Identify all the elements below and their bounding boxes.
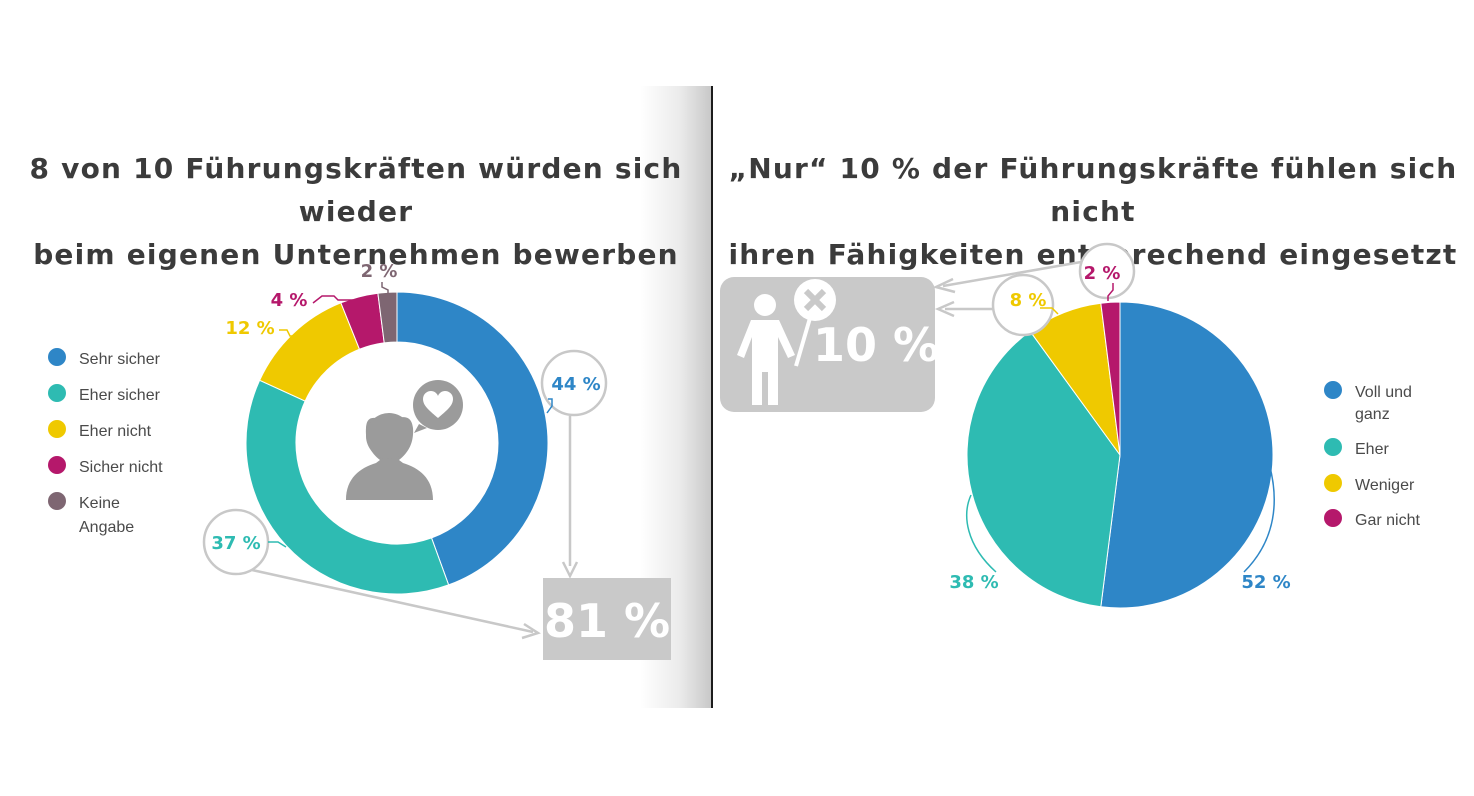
legend-swatch-eher-sicher: [48, 384, 66, 402]
legend-swatch-sicher-nicht: [48, 456, 66, 474]
legend-label-keine-angabe-line2: Angabe: [79, 519, 134, 536]
left-title-line-1: 8 von 10 Führungskräften würden sich wie…: [29, 152, 683, 228]
legend-label-gar-nicht: Gar nicht: [1355, 512, 1420, 529]
person-cross-sign-icon: [737, 279, 836, 405]
legend-label-voll-und-ganz: Voll und: [1355, 384, 1412, 401]
page-divider: [711, 86, 713, 708]
value-label-voll-und-ganz: 52 %: [1241, 572, 1290, 593]
pie-slice-eher: [966, 330, 1121, 608]
legend-swatch-voll-und-ganz: [1324, 381, 1342, 399]
legend-swatch-gar-nicht: [1324, 509, 1342, 527]
arrow-2-head: [932, 277, 956, 294]
legend-swatch-keine-angabe: [48, 492, 66, 510]
value-label-gar-nicht: 2 %: [1084, 263, 1121, 284]
right-legend: Voll und ganz Eher Weniger Gar nicht: [1324, 381, 1420, 529]
legend-label-eher: Eher: [1355, 441, 1389, 458]
value-label-keine-angabe: 2 %: [361, 261, 398, 282]
left-legend: Sehr sicher Eher sicher Eher nicht Siche…: [48, 348, 163, 536]
legend-label-keine-angabe: Keine: [79, 495, 120, 512]
person-heart-icon: [346, 380, 463, 500]
value-label-sicher-nicht: 4 %: [271, 290, 308, 311]
value-label-sehr-sicher: 44 %: [551, 374, 600, 395]
left-callout-12: 12 %: [225, 318, 298, 339]
arrow-37-head: [521, 622, 541, 640]
left-callout-44: 44 %: [540, 349, 608, 417]
right-callout-8: 8 %: [991, 273, 1059, 337]
value-label-eher-sicher: 37 %: [211, 533, 260, 554]
right-callout-2: 2 %: [1078, 242, 1136, 301]
pie-slice-gar-nicht: [1100, 301, 1121, 456]
arrow-2-to-total: [942, 260, 1082, 288]
value-label-eher: 38 %: [949, 572, 998, 593]
legend-label-sicher-nicht: Sicher nicht: [79, 459, 163, 476]
arrow-37-to-total: [251, 568, 534, 634]
legend-label-voll-und-ganz-line2: ganz: [1355, 406, 1390, 423]
left-callout-37: 37 %: [202, 508, 287, 576]
left-callout-2: 2 %: [361, 261, 398, 294]
pie-slice-voll-und-ganz: [1100, 301, 1274, 609]
arrow-8-head: [934, 300, 955, 318]
legend-swatch-eher: [1324, 438, 1342, 456]
value-label-eher-nicht: 12 %: [225, 318, 274, 339]
legend-swatch-sehr-sicher: [48, 348, 66, 366]
legend-swatch-eher-nicht: [48, 420, 66, 438]
total-81-label: 81 %: [544, 594, 670, 648]
left-chart-title: 8 von 10 Führungskräften würden sich wie…: [0, 147, 712, 276]
total-81-box: [543, 578, 671, 660]
right-title-line-1: „Nur“ 10 % der Führungskräfte fühlen sic…: [728, 152, 1458, 228]
legend-label-eher-nicht: Eher nicht: [79, 423, 152, 440]
legend-label-weniger: Weniger: [1355, 477, 1415, 494]
right-callout-38: 38 %: [949, 494, 999, 593]
left-callout-4: 4 %: [271, 290, 353, 311]
right-callout-52: 52 %: [1241, 459, 1291, 593]
left-title-line-2: beim eigenen Unternehmen bewerben: [33, 238, 679, 271]
legend-label-eher-sicher: Eher sicher: [79, 387, 161, 404]
pie-chart: [966, 301, 1274, 609]
legend-label-sehr-sicher: Sehr sicher: [79, 351, 161, 368]
total-10-label: 10 %: [813, 318, 939, 372]
value-label-weniger: 8 %: [1010, 290, 1047, 311]
legend-swatch-weniger: [1324, 474, 1342, 492]
arrow-44-head: [561, 561, 579, 579]
